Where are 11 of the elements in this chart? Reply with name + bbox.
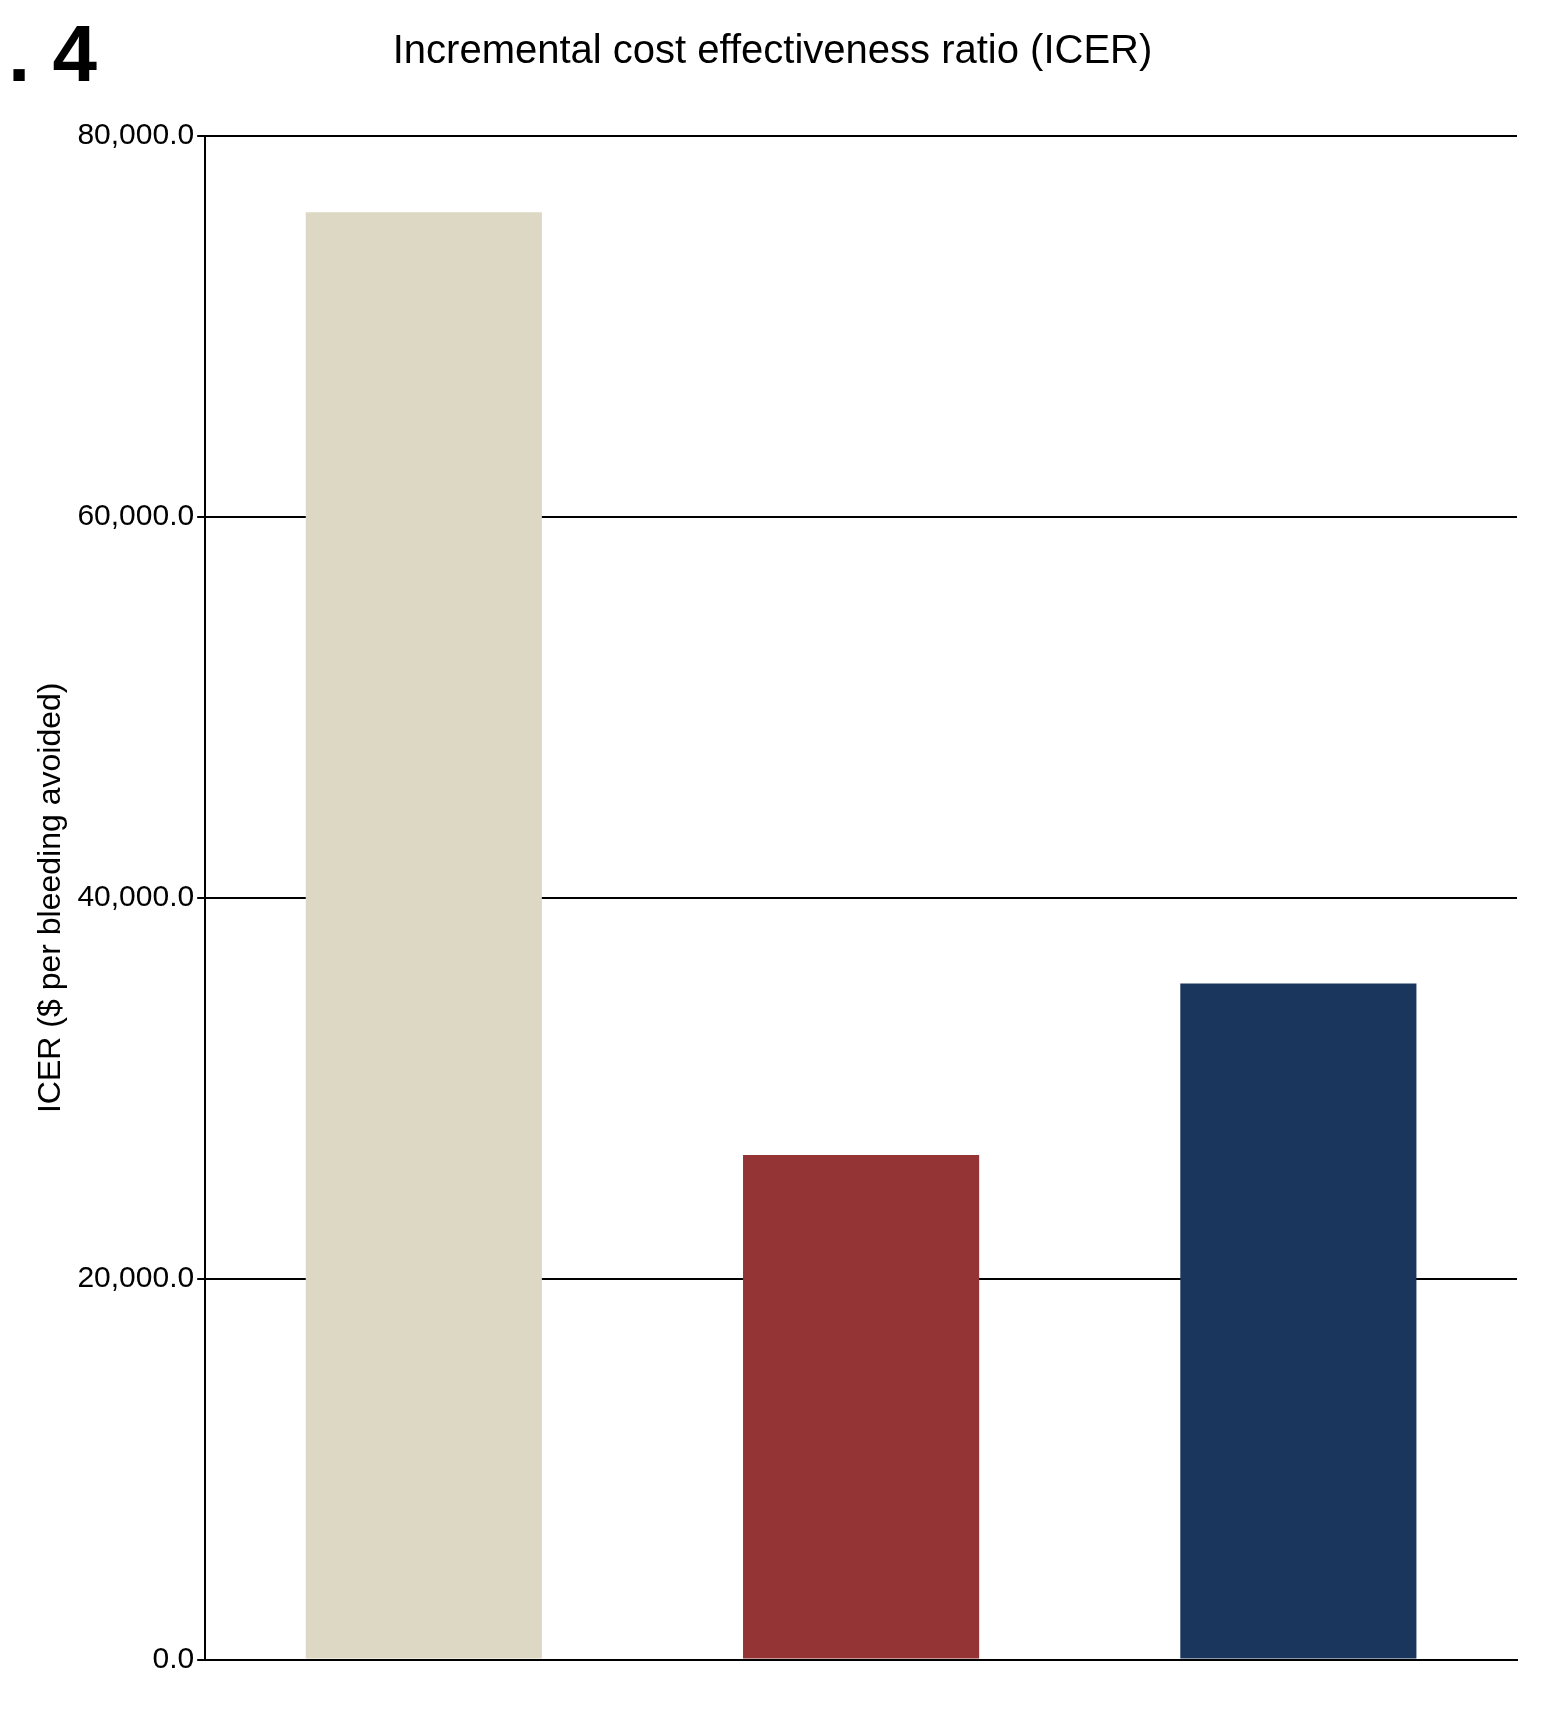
bar: [1180, 983, 1417, 1659]
y-tick-label: 60,000.0: [77, 498, 195, 532]
y-tick-label: 20,000.0: [77, 1259, 195, 1293]
y-tick-label: 0.0: [152, 1640, 195, 1674]
chart-title: Incremental cost effectiveness ratio (ICER): [392, 27, 1153, 72]
text: . 4: [8, 8, 97, 100]
y-tick-label: 80,000.0: [77, 117, 195, 151]
y-axis-title: ICER ($ per bleeding avoided): [31, 682, 68, 1114]
bar: [743, 1154, 980, 1659]
bar: [305, 212, 542, 1659]
y-tick-label: 40,000.0: [77, 879, 195, 913]
